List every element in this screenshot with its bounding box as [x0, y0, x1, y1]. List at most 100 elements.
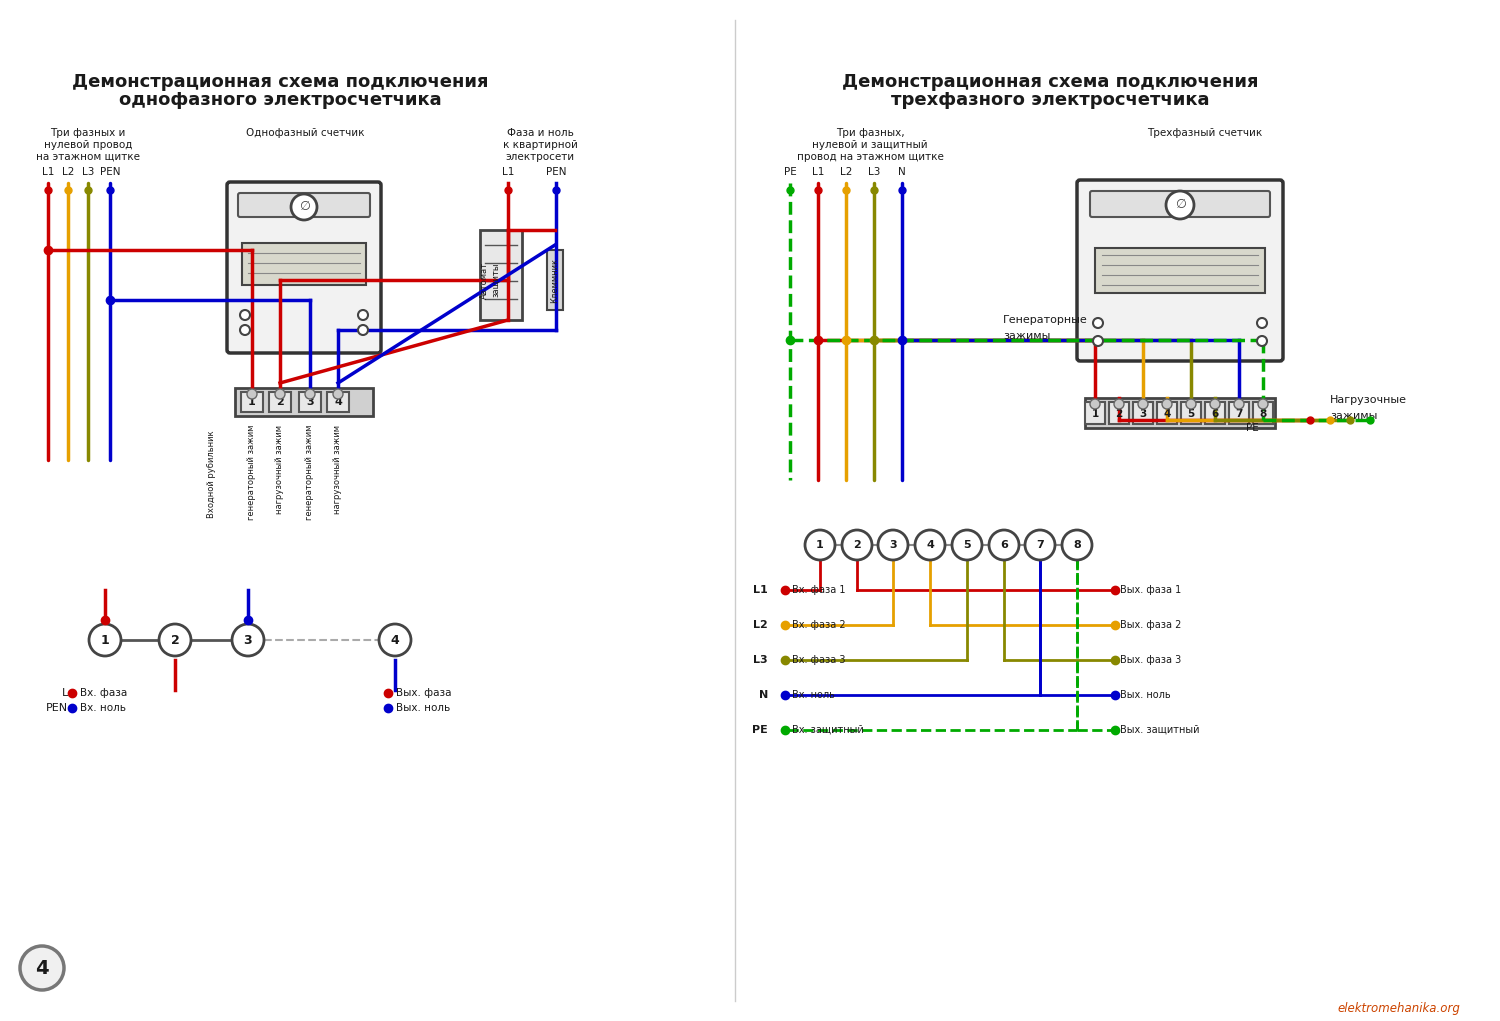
- Text: PE: PE: [1245, 423, 1258, 433]
- Text: Три фазных,: Три фазных,: [836, 128, 904, 138]
- Circle shape: [988, 530, 1018, 560]
- Text: ∅: ∅: [1174, 198, 1185, 211]
- Text: L1: L1: [42, 167, 54, 177]
- Bar: [1108, 402, 1130, 424]
- Text: Вх. защитный: Вх. защитный: [792, 725, 864, 735]
- Text: 7: 7: [1036, 540, 1044, 550]
- Text: 6: 6: [1000, 540, 1008, 550]
- Text: N: N: [898, 167, 906, 177]
- Text: PEN: PEN: [46, 703, 68, 713]
- Text: 3: 3: [1140, 409, 1146, 419]
- Bar: [1204, 402, 1225, 424]
- Bar: [480, 230, 522, 320]
- Bar: [1132, 402, 1154, 424]
- Text: Демонстрационная схема подключения: Демонстрационная схема подключения: [842, 72, 1258, 91]
- Text: 1: 1: [816, 540, 824, 550]
- Circle shape: [1138, 399, 1148, 409]
- Text: L3: L3: [82, 167, 94, 177]
- Text: 1: 1: [248, 397, 256, 407]
- Circle shape: [240, 325, 250, 335]
- Text: Вх. фаза 3: Вх. фаза 3: [792, 655, 846, 665]
- Circle shape: [1090, 399, 1100, 409]
- Text: 3: 3: [243, 633, 252, 646]
- Text: elektromehanika.org: elektromehanika.org: [1336, 1002, 1460, 1015]
- Circle shape: [1210, 399, 1219, 409]
- Text: нулевой и защитный: нулевой и защитный: [812, 140, 928, 150]
- Circle shape: [1258, 399, 1268, 409]
- Text: Фаза и ноль: Фаза и ноль: [507, 128, 573, 138]
- Circle shape: [88, 624, 122, 657]
- Text: Три фазных и: Три фазных и: [51, 128, 126, 138]
- Circle shape: [952, 530, 982, 560]
- Text: зажимы: зажимы: [1004, 331, 1050, 341]
- Circle shape: [1062, 530, 1092, 560]
- Circle shape: [1114, 399, 1124, 409]
- Text: Вых. защитный: Вых. защитный: [1120, 725, 1200, 735]
- Circle shape: [878, 530, 908, 560]
- Text: PEN: PEN: [99, 167, 120, 177]
- Text: нагрузочный зажим: нагрузочный зажим: [276, 425, 285, 514]
- Text: Вх. ноль: Вх. ноль: [792, 690, 836, 700]
- Text: однофазного электросчетчика: однофазного электросчетчика: [118, 91, 441, 109]
- Text: L1: L1: [753, 585, 768, 595]
- Text: Вх. фаза 2: Вх. фаза 2: [792, 620, 846, 630]
- Text: Вых. фаза 3: Вых. фаза 3: [1120, 655, 1182, 665]
- Text: Вх. фаза: Вх. фаза: [80, 688, 128, 698]
- Text: L3: L3: [868, 167, 880, 177]
- Text: L2: L2: [753, 620, 768, 630]
- Text: 5: 5: [1188, 409, 1194, 419]
- Text: 2: 2: [276, 397, 284, 407]
- Text: 4: 4: [390, 633, 399, 646]
- Bar: [298, 392, 321, 412]
- Circle shape: [1257, 336, 1268, 346]
- Text: 4: 4: [34, 959, 50, 977]
- Circle shape: [159, 624, 190, 657]
- Text: Вых. фаза 2: Вых. фаза 2: [1120, 620, 1182, 630]
- Text: генераторный зажим: генераторный зажим: [248, 425, 256, 521]
- Text: Вых. ноль: Вых. ноль: [396, 703, 450, 713]
- Circle shape: [291, 194, 316, 220]
- Text: 1: 1: [100, 633, 109, 646]
- Text: Вх. фаза 1: Вх. фаза 1: [792, 585, 846, 595]
- Text: 4: 4: [334, 397, 342, 407]
- Text: L2: L2: [840, 167, 852, 177]
- Text: 3: 3: [306, 397, 314, 407]
- Text: L1: L1: [812, 167, 824, 177]
- Text: L2: L2: [62, 167, 74, 177]
- Text: L1: L1: [503, 167, 515, 177]
- Text: Вых. фаза 1: Вых. фаза 1: [1120, 585, 1182, 595]
- Circle shape: [1094, 336, 1102, 346]
- Text: PE: PE: [783, 167, 796, 177]
- Text: зажимы: зажимы: [1330, 411, 1377, 421]
- Bar: [268, 392, 291, 412]
- Text: нулевой провод: нулевой провод: [44, 140, 132, 150]
- Text: PE: PE: [752, 725, 768, 735]
- Text: Однофазный счетчик: Однофазный счетчик: [246, 128, 364, 138]
- Bar: [1228, 402, 1250, 424]
- Circle shape: [240, 310, 250, 320]
- Text: 2: 2: [1116, 409, 1122, 419]
- Bar: [242, 243, 366, 285]
- Bar: [1084, 398, 1275, 428]
- Text: Клеммник: Клеммник: [550, 257, 560, 302]
- Bar: [548, 250, 562, 310]
- Bar: [1252, 402, 1274, 424]
- Text: 8: 8: [1260, 409, 1266, 419]
- Text: 4: 4: [926, 540, 934, 550]
- Text: Демонстрационная схема подключения: Демонстрационная схема подключения: [72, 72, 489, 91]
- Text: генераторный зажим: генераторный зажим: [306, 425, 315, 521]
- Text: ∅: ∅: [298, 200, 309, 213]
- Text: 1: 1: [1092, 409, 1098, 419]
- Text: Генераторные: Генераторные: [1004, 315, 1088, 325]
- Text: 2: 2: [171, 633, 180, 646]
- Circle shape: [232, 624, 264, 657]
- Bar: [1180, 402, 1202, 424]
- Text: Трехфазный счетчик: Трехфазный счетчик: [1148, 128, 1263, 138]
- Text: к квартирной: к квартирной: [503, 140, 578, 150]
- Circle shape: [304, 389, 315, 399]
- FancyBboxPatch shape: [1090, 191, 1270, 217]
- FancyBboxPatch shape: [1077, 180, 1282, 361]
- Text: Нагрузочные: Нагрузочные: [1330, 395, 1407, 405]
- Text: 2: 2: [853, 540, 861, 550]
- Text: 8: 8: [1072, 540, 1082, 550]
